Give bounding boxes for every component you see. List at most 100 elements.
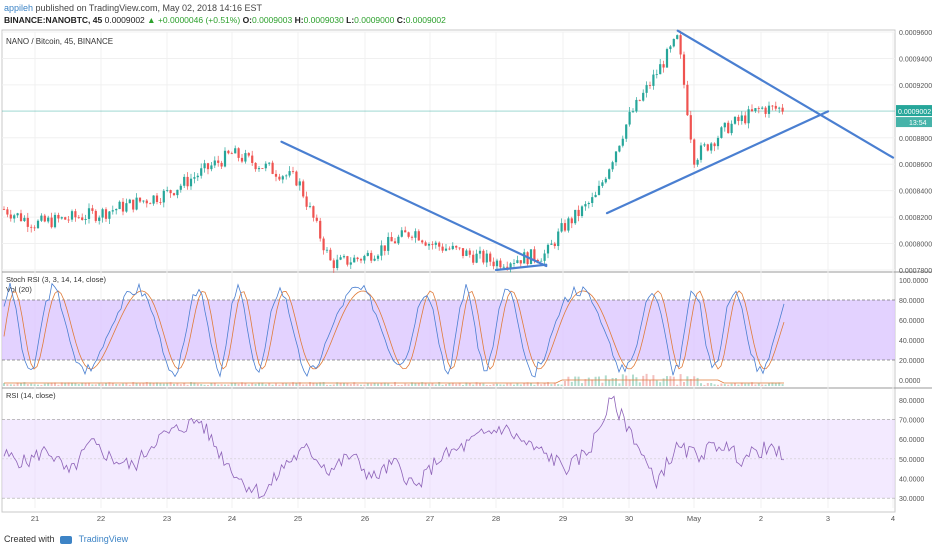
tradingview-brand[interactable]: TradingView — [78, 534, 129, 544]
candle-body — [560, 223, 563, 232]
volume-bar — [570, 381, 573, 386]
volume-bar — [560, 384, 563, 386]
candle-body — [400, 230, 403, 237]
candle-body — [186, 176, 189, 187]
volume-bar — [696, 377, 699, 386]
price-tick-label: 0.0008800 — [899, 136, 932, 143]
candle-body — [781, 107, 784, 112]
time-tick-label: 25 — [294, 514, 302, 523]
candle-body — [597, 185, 601, 195]
volume-bar — [424, 382, 427, 386]
volume-bar — [686, 376, 689, 386]
volume-bar — [543, 383, 546, 386]
candle-body — [393, 241, 397, 244]
candle-body — [189, 178, 193, 187]
volume-bar — [659, 382, 662, 386]
volume-bar — [387, 383, 390, 386]
volume-bar — [343, 382, 345, 386]
candle-body — [346, 256, 349, 265]
volume-bar — [428, 383, 430, 386]
volume-bar — [414, 383, 417, 386]
volume-bar — [60, 382, 63, 386]
candle-body — [635, 99, 638, 112]
candle-body — [499, 260, 502, 268]
trading-chart[interactable]: 0.0009600 0.0009400 0.0009200 0.0008800 0.00… — [0, 28, 932, 531]
volume-bar — [754, 384, 757, 386]
rsi-tick-label: 60.0000 — [899, 437, 924, 444]
candle-body — [291, 171, 295, 172]
volume-bar — [625, 375, 628, 386]
volume-bar — [506, 383, 509, 386]
candle-body — [302, 181, 305, 197]
volume-bar — [302, 384, 305, 386]
volume-bar — [190, 382, 192, 386]
candle-body — [533, 249, 536, 260]
candle-body — [730, 123, 733, 134]
rsi-title: RSI (14, close) — [6, 391, 56, 400]
volume-bar — [122, 383, 124, 386]
volume-bar — [264, 384, 267, 386]
volume-bar — [332, 384, 335, 386]
candle-body — [478, 250, 482, 254]
candle-body — [553, 243, 556, 247]
volume-bar — [774, 383, 777, 386]
volume-bar — [655, 380, 658, 386]
candle-body — [682, 54, 686, 85]
volume-bar — [574, 376, 577, 386]
candle-body — [183, 176, 186, 186]
volume-bar — [666, 376, 668, 386]
volume-bar — [441, 384, 444, 386]
candle-body — [373, 258, 376, 261]
candle-body — [523, 252, 526, 264]
candle-body — [257, 168, 261, 170]
volume-bar — [285, 383, 288, 386]
volume-bar — [196, 383, 199, 386]
rsi-tick-label: 80.0000 — [899, 398, 924, 405]
volume-bar — [183, 382, 186, 386]
candle-body — [550, 243, 553, 245]
volume-bar — [210, 383, 213, 386]
candle-body — [703, 144, 706, 146]
volume-bar — [751, 382, 753, 386]
candle-body — [509, 263, 512, 268]
candle-body — [506, 266, 509, 268]
volume-bar — [706, 383, 709, 386]
countdown-tag — [896, 117, 932, 128]
candle-body — [57, 214, 60, 219]
volume-bar — [258, 382, 260, 386]
volume-bar — [101, 383, 104, 386]
candle-body — [23, 217, 26, 222]
candle-body — [424, 242, 427, 246]
candle-body — [604, 178, 607, 183]
volume-bar — [16, 382, 19, 386]
candle-body — [672, 38, 675, 47]
volume-bar — [309, 382, 311, 386]
volume-bar — [81, 382, 84, 386]
candle-body — [356, 257, 359, 260]
candle-body — [444, 248, 448, 251]
candle-body — [200, 168, 203, 176]
volume-bar — [567, 376, 570, 386]
candle-body — [631, 111, 635, 113]
volume-bar — [373, 383, 376, 386]
candle-body — [288, 171, 291, 176]
volume-bar — [292, 382, 294, 386]
candle-body — [70, 211, 74, 220]
volume-bar — [390, 384, 393, 386]
time-tick-label: 24 — [228, 514, 236, 523]
candle-body — [655, 74, 658, 76]
volume-bar — [349, 384, 352, 386]
time-tick-label: 23 — [163, 514, 171, 523]
candle-body — [434, 242, 437, 245]
publisher-name[interactable]: appileh — [4, 3, 34, 13]
candle-body — [727, 122, 730, 134]
candle-body — [475, 253, 478, 263]
volume-bar — [703, 384, 706, 386]
candle-body — [94, 210, 97, 221]
volume-bar — [502, 384, 505, 386]
volume-bar — [462, 384, 464, 386]
candle-body — [166, 190, 169, 191]
volume-bar — [26, 384, 29, 386]
volume-bar — [761, 384, 764, 386]
volume-bar — [108, 382, 111, 386]
